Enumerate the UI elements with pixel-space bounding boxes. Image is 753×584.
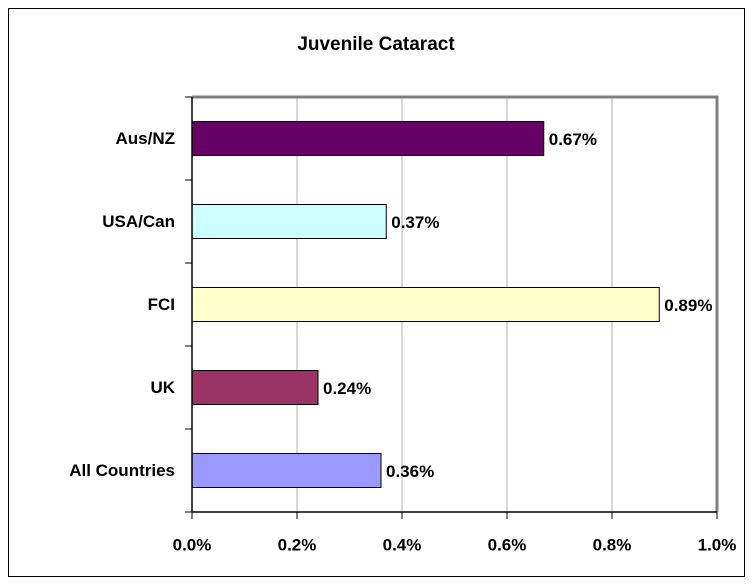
x-tick-label: 0.2% bbox=[278, 535, 317, 554]
y-tick-label: Aus/NZ bbox=[116, 129, 176, 148]
x-tick-label: 0.6% bbox=[488, 535, 527, 554]
x-tick-label: 0.8% bbox=[593, 535, 632, 554]
data-label: 0.36% bbox=[386, 462, 434, 481]
bar bbox=[191, 453, 382, 488]
data-label: 0.67% bbox=[549, 130, 597, 149]
data-label: 0.24% bbox=[323, 379, 371, 398]
plot-frame bbox=[192, 95, 719, 512]
bar bbox=[191, 204, 387, 239]
data-label: 0.37% bbox=[391, 213, 439, 232]
chart-title: Juvenile Cataract bbox=[297, 34, 455, 55]
data-label: 0.89% bbox=[664, 296, 712, 315]
y-tick-label: All Countries bbox=[69, 461, 175, 480]
bar bbox=[191, 121, 545, 156]
y-tick-label: USA/Can bbox=[102, 212, 175, 231]
y-tick-label: UK bbox=[150, 378, 175, 397]
x-tick-label: 0.4% bbox=[383, 535, 422, 554]
y-tick-label: FCI bbox=[148, 295, 175, 314]
bar bbox=[191, 287, 660, 322]
x-tick-label: 0.0% bbox=[173, 535, 212, 554]
bar bbox=[191, 370, 319, 405]
x-tick-label: 1.0% bbox=[698, 535, 737, 554]
